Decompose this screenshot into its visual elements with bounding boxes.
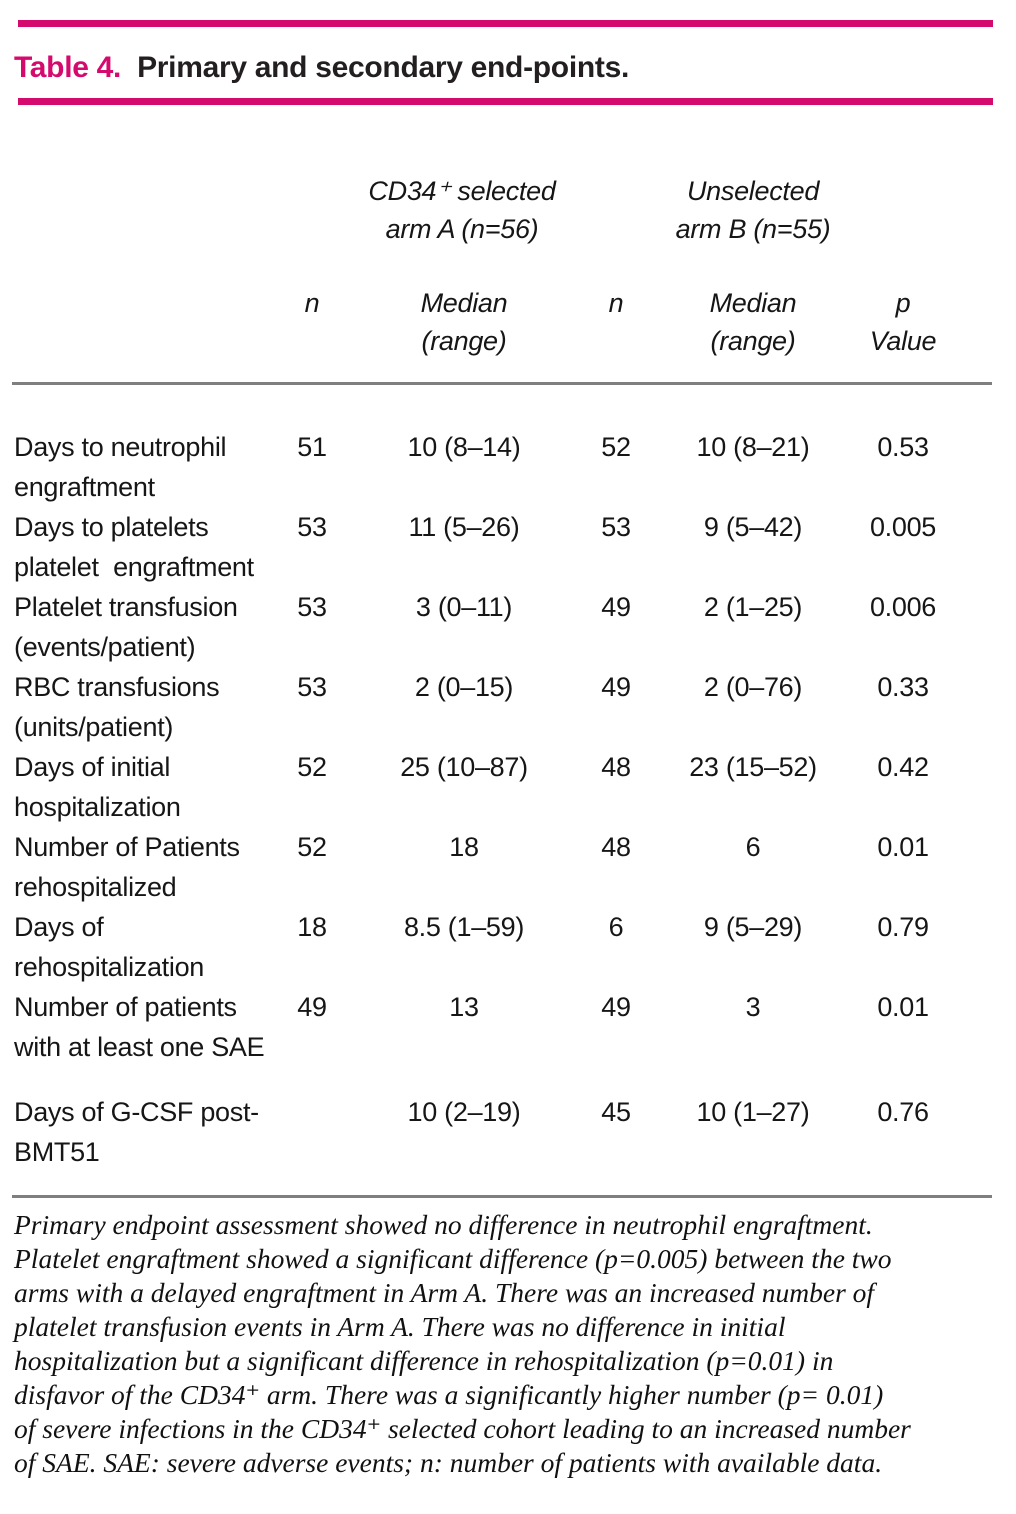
col-header-n-arm-a: n [304,288,320,318]
median-arm-b: 3 [745,992,761,1022]
col-header-median-arm-a: Median (range) [420,288,508,356]
footer-divider [12,1195,992,1198]
n-arm-a: 53 [297,672,327,702]
median-arm-a: 10 (8–14) [407,432,521,462]
arm-a-group-header: CD34⁺ selected arm A (n=56) [368,176,556,244]
row-label: Number of Patients rehospitalized [14,832,240,902]
median-arm-b: 9 (5–29) [703,912,803,942]
footnote-line: Platelet engraftment showed a significan… [14,1243,892,1274]
col-header-median-arm-b: Median (range) [709,288,797,356]
footnote-line: Primary endpoint assessment showed no di… [14,1209,873,1240]
n-arm-a: 52 [297,752,327,782]
median-arm-a: 10 (2–19) [407,1097,521,1127]
footnote-line: disfavor of the CD34⁺ arm. There was a s… [14,1379,884,1410]
median-arm-a: 13 [449,992,479,1022]
median-arm-b: 2 (1–25) [703,592,803,622]
n-arm-a: 53 [297,512,327,542]
row-label: RBC transfusions (units/patient) [14,672,220,742]
n-arm-b: 52 [601,432,631,462]
median-arm-a: 8.5 (1–59) [403,912,525,942]
n-arm-a: 51 [297,432,327,462]
median-arm-a: 25 (10–87) [400,752,528,782]
table-body: Days to neutrophil engraftment 51 10 (8–… [0,427,1016,1172]
n-arm-a: 18 [297,912,327,942]
title-accent-rule [18,98,993,105]
row-label: Days of rehospitalization [14,912,205,982]
footnote-line: of SAE. SAE: severe adverse events; n: n… [14,1447,883,1478]
p-value: 0.005 [869,512,937,542]
column-header-row: n Median (range) n Median (range) p Valu… [14,284,1016,360]
table-row-gcsf-post-bmt: Days of G-CSF post-BMT51 10 (2–19) 45 10… [14,1092,1016,1172]
median-arm-a: 2 (0–15) [414,672,514,702]
top-accent-rule [18,20,993,27]
n-arm-a: 49 [297,992,327,1022]
p-value: 0.33 [877,672,929,702]
arm-b-group-header: Unselected arm B (n=55) [675,176,831,244]
p-value: 0.53 [877,432,929,462]
n-arm-b: 53 [601,512,631,542]
table-caption: Table 4. Primary and secondary end-points… [14,50,1016,86]
header-divider [12,382,992,385]
footnote: Primary endpoint assessment showed no di… [14,1208,1016,1480]
table-row-neutrophil-engraftment: Days to neutrophil engraftment 51 10 (8–… [14,427,1016,507]
p-value: 0.79 [877,912,929,942]
column-group-header-row: CD34⁺ selected arm A (n=56) Unselected a… [14,172,1016,248]
row-label: Days of initial hospitalization [14,752,181,822]
row-label: Days to platelets platelet engraftment [14,512,254,582]
table-row-rbc-transfusions: RBC transfusions (units/patient) 53 2 (0… [14,667,1016,747]
n-arm-b: 45 [601,1097,631,1127]
table-title: Primary and secondary end-points. [137,51,629,84]
median-arm-b: 2 (0–76) [703,672,803,702]
median-arm-b: 23 (15–52) [689,752,817,782]
footnote-line: arms with a delayed engraftment in Arm A… [14,1277,875,1308]
n-arm-a: 52 [297,832,327,862]
row-label: Days to neutrophil engraftment [14,432,227,502]
median-arm-b: 9 (5–42) [703,512,803,542]
n-arm-b: 48 [601,752,631,782]
n-arm-b: 49 [601,592,631,622]
table-row-platelet-transfusion: Platelet transfusion (events/patient) 53… [14,587,1016,667]
footnote-line: platelet transfusion events in Arm A. Th… [14,1311,786,1342]
table-row-patients-with-sae: Number of patients with at least one SAE… [14,987,1016,1067]
table-row-platelet-engraftment: Days to platelets platelet engraftment 5… [14,507,1016,587]
table-row-days-rehospitalization: Days of rehospitalization 18 8.5 (1–59) … [14,907,1016,987]
n-arm-b: 49 [601,672,631,702]
row-label: Days of G-CSF post-BMT51 [14,1097,259,1167]
n-arm-a: 53 [297,592,327,622]
col-header-p-value: p Value [869,288,937,356]
row-label: Platelet transfusion (events/patient) [14,592,238,662]
n-arm-b: 49 [601,992,631,1022]
n-arm-b: 6 [608,912,624,942]
table-number: Table 4. [14,51,122,84]
p-value: 0.006 [869,592,937,622]
footnote-line: of severe infections in the CD34⁺ select… [14,1413,911,1444]
median-arm-a: 3 (0–11) [415,592,513,622]
p-value: 0.01 [877,832,929,862]
median-arm-a: 18 [449,832,479,862]
median-arm-b: 10 (1–27) [696,1097,810,1127]
p-value: 0.76 [877,1097,929,1127]
paper-table-figure: Table 4. Primary and secondary end-points… [0,20,1016,1514]
p-value: 0.01 [877,992,929,1022]
median-arm-a: 11 (5–26) [408,512,520,542]
table-row-initial-hospitalization: Days of initial hospitalization 52 25 (1… [14,747,1016,827]
row-label: Number of patients with at least one SAE [14,992,265,1062]
median-arm-b: 10 (8–21) [696,432,810,462]
table-row-patients-rehospitalized: Number of Patients rehospitalized 52 18 … [14,827,1016,907]
footnote-line: hospitalization but a significant differ… [14,1345,834,1376]
n-arm-b: 48 [601,832,631,862]
median-arm-b: 6 [745,832,761,862]
col-header-n-arm-b: n [608,288,624,318]
p-value: 0.42 [877,752,929,782]
